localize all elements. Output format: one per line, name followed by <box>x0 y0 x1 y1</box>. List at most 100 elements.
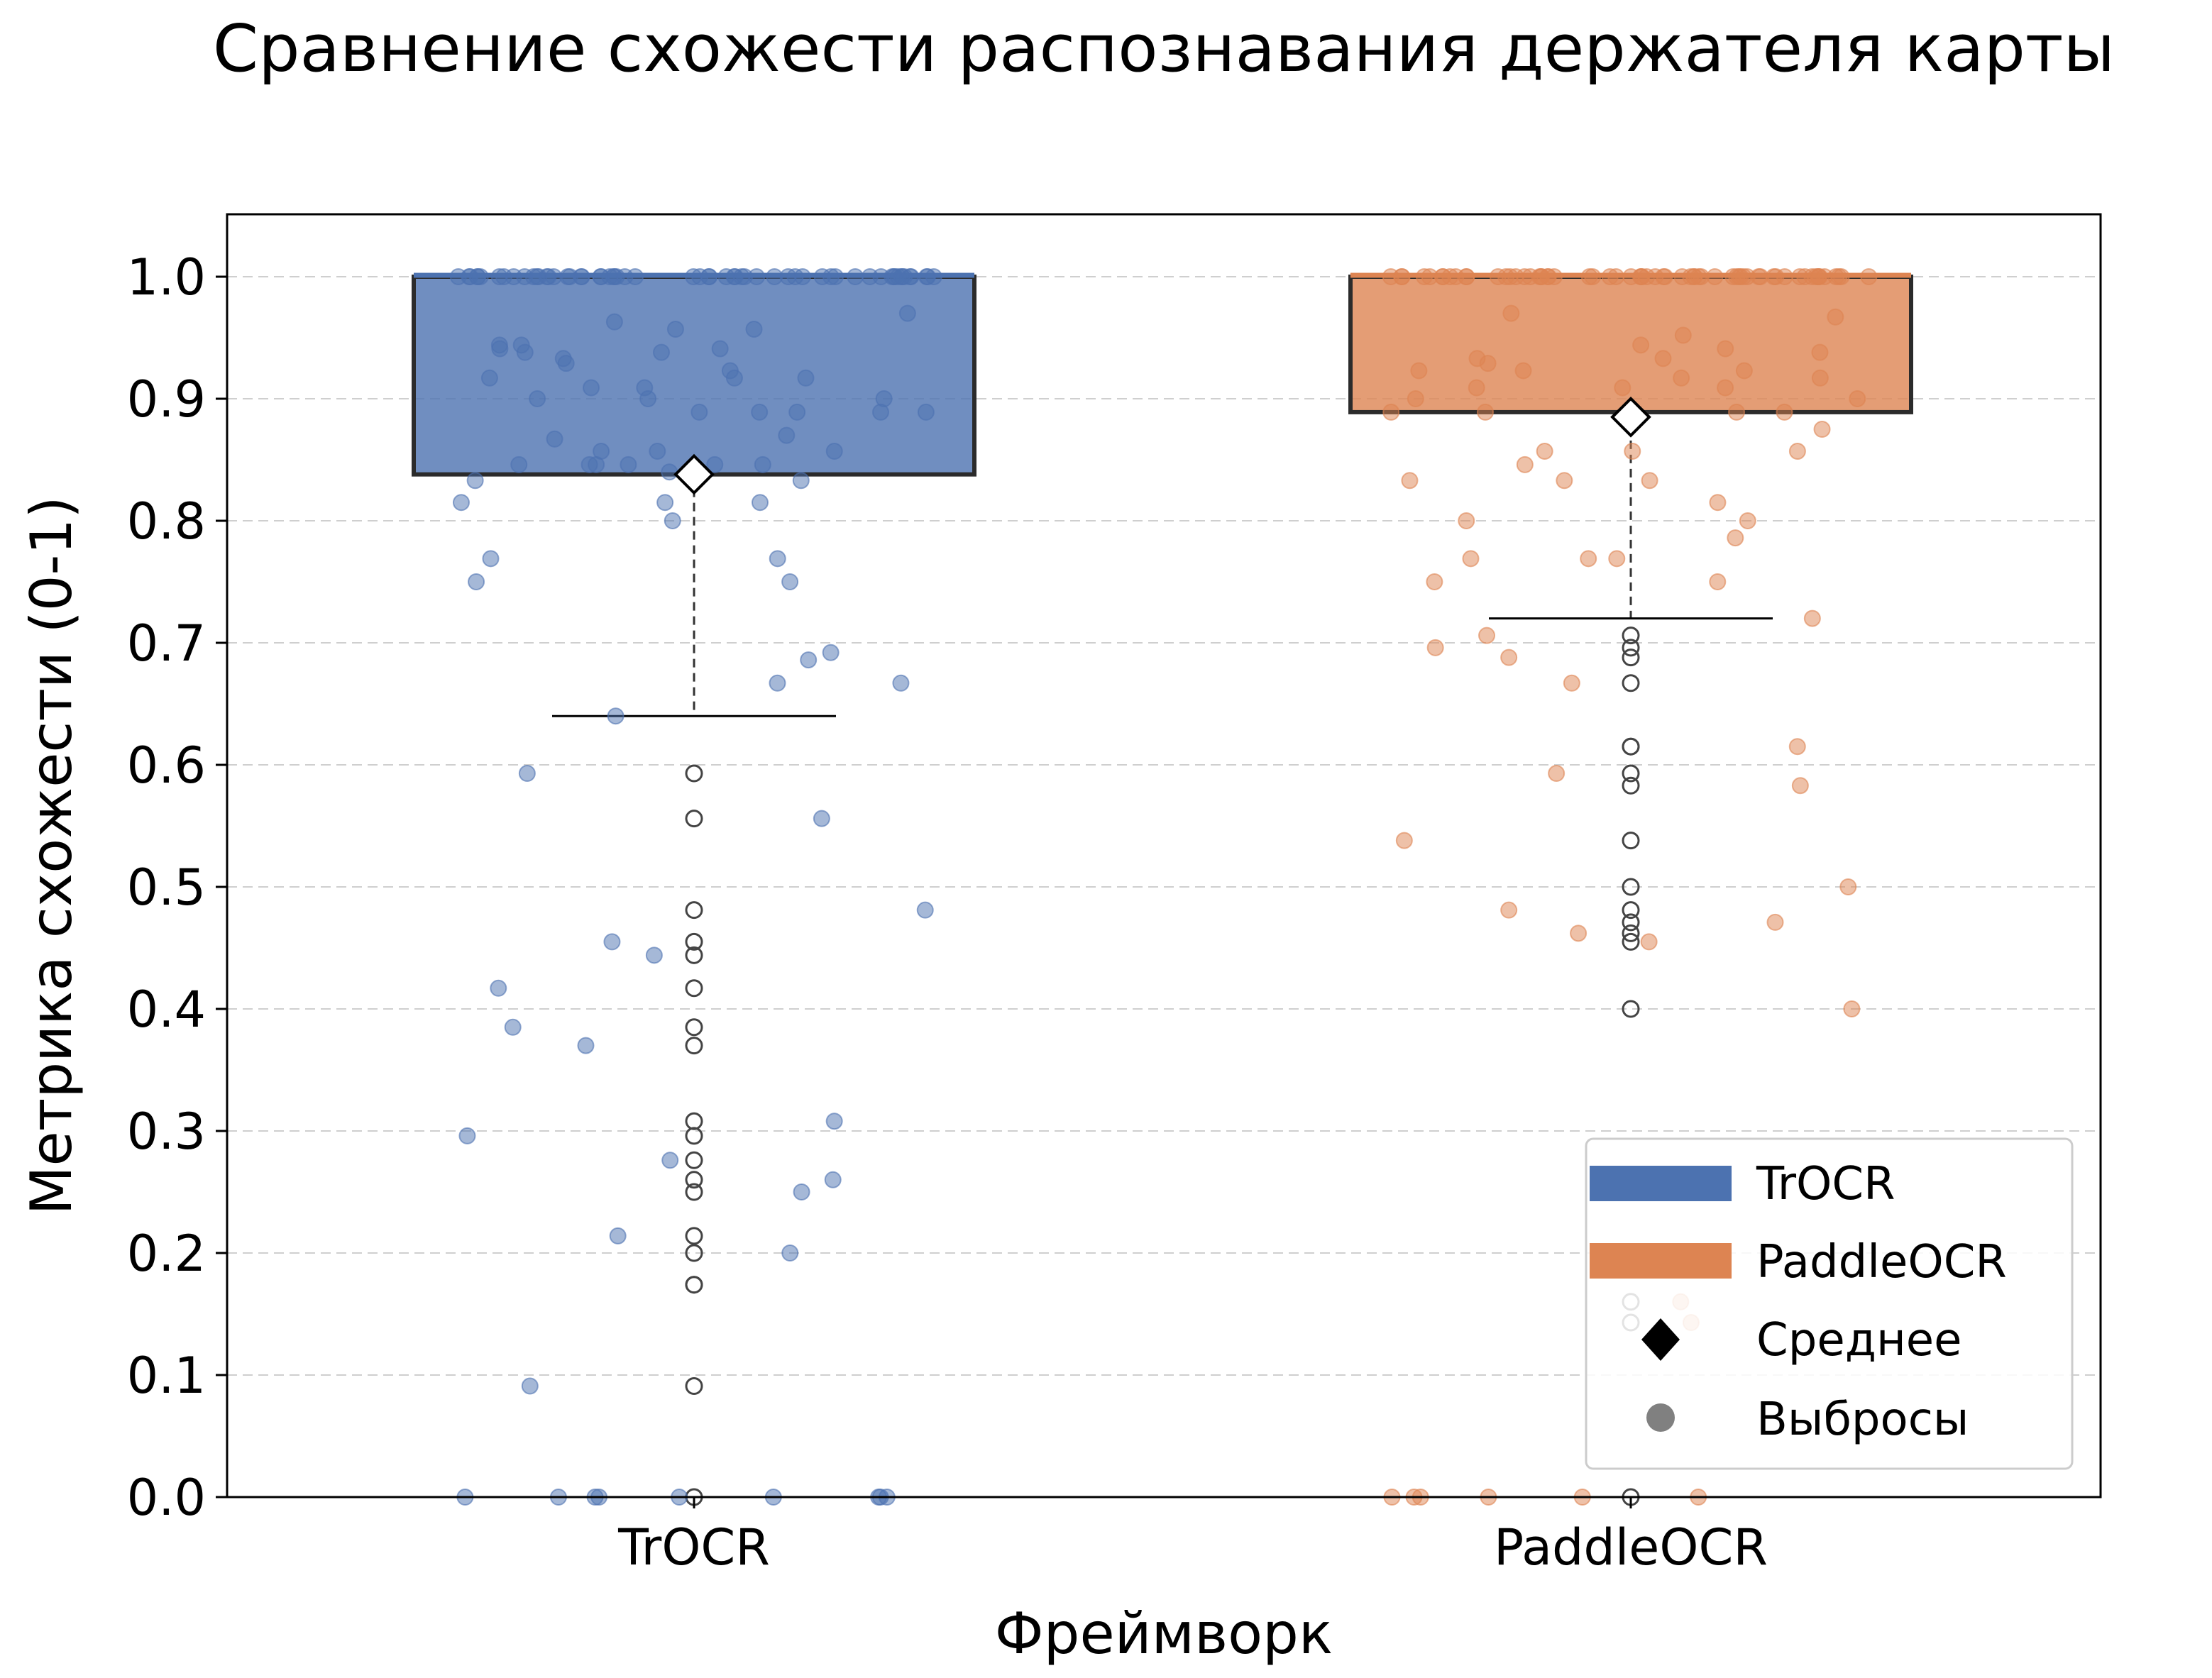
data-point <box>690 403 708 421</box>
data-point <box>601 268 619 285</box>
data-point <box>1776 403 1793 421</box>
outlier-point <box>1622 674 1640 692</box>
data-point <box>1478 627 1496 644</box>
y-tick-label: 0.3 <box>127 1103 206 1161</box>
data-point <box>504 1018 522 1036</box>
outlier-point <box>685 1112 703 1130</box>
data-point <box>1497 268 1515 285</box>
data-point <box>745 320 763 338</box>
data-point <box>725 369 743 387</box>
data-point <box>1655 268 1673 285</box>
data-point <box>1580 550 1597 568</box>
data-point <box>1810 268 1827 285</box>
data-point <box>793 268 811 285</box>
data-point <box>607 707 624 725</box>
legend: TrOCR PaddleOCR Среднее Выбросы <box>1585 1137 2074 1470</box>
outlier-point <box>685 1171 703 1189</box>
outlier-point <box>685 1037 703 1055</box>
outlier-point <box>685 1151 703 1169</box>
data-point <box>1739 512 1756 529</box>
data-point <box>1641 472 1658 490</box>
data-point <box>1570 924 1588 942</box>
data-point <box>588 456 605 473</box>
outlier-point <box>685 901 703 920</box>
outlier-point <box>685 1227 703 1245</box>
data-point <box>1709 573 1727 590</box>
data-point <box>1401 472 1419 490</box>
legend-mean-marker <box>1641 1318 1680 1361</box>
data-point <box>751 494 769 512</box>
data-point <box>1502 304 1520 322</box>
outlier-point <box>685 979 703 998</box>
data-point <box>1607 268 1625 285</box>
data-point <box>769 550 786 568</box>
data-point <box>1640 933 1658 951</box>
data-point <box>1811 369 1829 387</box>
outlier-point <box>685 1244 703 1262</box>
data-point <box>685 268 703 285</box>
data-point <box>583 379 600 397</box>
data-point <box>510 456 528 473</box>
x-axis-label: Фреймворк <box>995 1601 1333 1667</box>
data-point <box>1462 550 1480 568</box>
data-point <box>1765 268 1783 285</box>
data-point <box>1516 268 1534 285</box>
data-point <box>609 1227 627 1244</box>
y-axis: 0.0 0.1 0.2 0.3 0.4 0.5 0.6 0.7 0.8 0.9 1.0 <box>127 248 227 1527</box>
legend-label-outliers: Выбросы <box>1756 1393 1969 1446</box>
data-point <box>546 430 563 448</box>
data-point <box>1849 390 1866 407</box>
data-point <box>1382 403 1400 421</box>
data-point <box>557 355 575 372</box>
data-point <box>1685 268 1703 285</box>
mean-marker <box>1610 396 1651 438</box>
data-point <box>1580 268 1598 285</box>
y-tick-label: 0.8 <box>127 492 206 551</box>
data-point <box>458 1127 476 1144</box>
x-axis: TrOCR PaddleOCR <box>617 1497 1768 1577</box>
data-point <box>1709 494 1727 512</box>
data-point <box>1434 268 1452 285</box>
data-point <box>1839 878 1857 895</box>
data-point <box>733 268 751 285</box>
data-point <box>717 268 735 285</box>
data-point <box>471 268 489 285</box>
data-point <box>1788 738 1806 756</box>
outlier-point <box>685 1376 703 1395</box>
legend-label-trocr: TrOCR <box>1756 1158 1895 1210</box>
data-point <box>797 369 815 387</box>
data-point <box>529 390 546 407</box>
outlier-point <box>1622 832 1640 850</box>
outlier-point <box>685 810 703 828</box>
iqr-box <box>1348 275 1913 414</box>
legend-label-paddleocr: PaddleOCR <box>1756 1236 2007 1288</box>
y-axis-label: Метрика схожести (0-1) <box>18 496 84 1215</box>
data-point <box>751 403 769 421</box>
data-point <box>1614 379 1632 397</box>
outlier-point <box>685 764 703 783</box>
data-point <box>1410 362 1428 380</box>
data-point <box>788 403 806 421</box>
data-point <box>1811 343 1829 361</box>
outlier-point <box>1622 639 1640 657</box>
data-point <box>1827 268 1845 285</box>
data-point <box>813 810 830 827</box>
data-point <box>1426 639 1444 656</box>
data-point <box>603 933 621 951</box>
data-point <box>1624 442 1641 460</box>
data-point <box>1407 390 1424 407</box>
legend-swatch-trocr <box>1590 1166 1732 1201</box>
data-point <box>1860 268 1878 285</box>
data-point <box>872 403 890 421</box>
data-point <box>1717 340 1734 358</box>
data-point <box>1426 573 1443 590</box>
outlier-point <box>685 1127 703 1145</box>
data-point <box>1788 442 1806 460</box>
data-point <box>766 268 783 285</box>
data-point <box>892 674 910 692</box>
data-point <box>649 442 666 460</box>
outlier-point <box>1622 913 1640 932</box>
outlier-point <box>1622 901 1640 920</box>
y-tick-label: 1.0 <box>127 248 206 307</box>
